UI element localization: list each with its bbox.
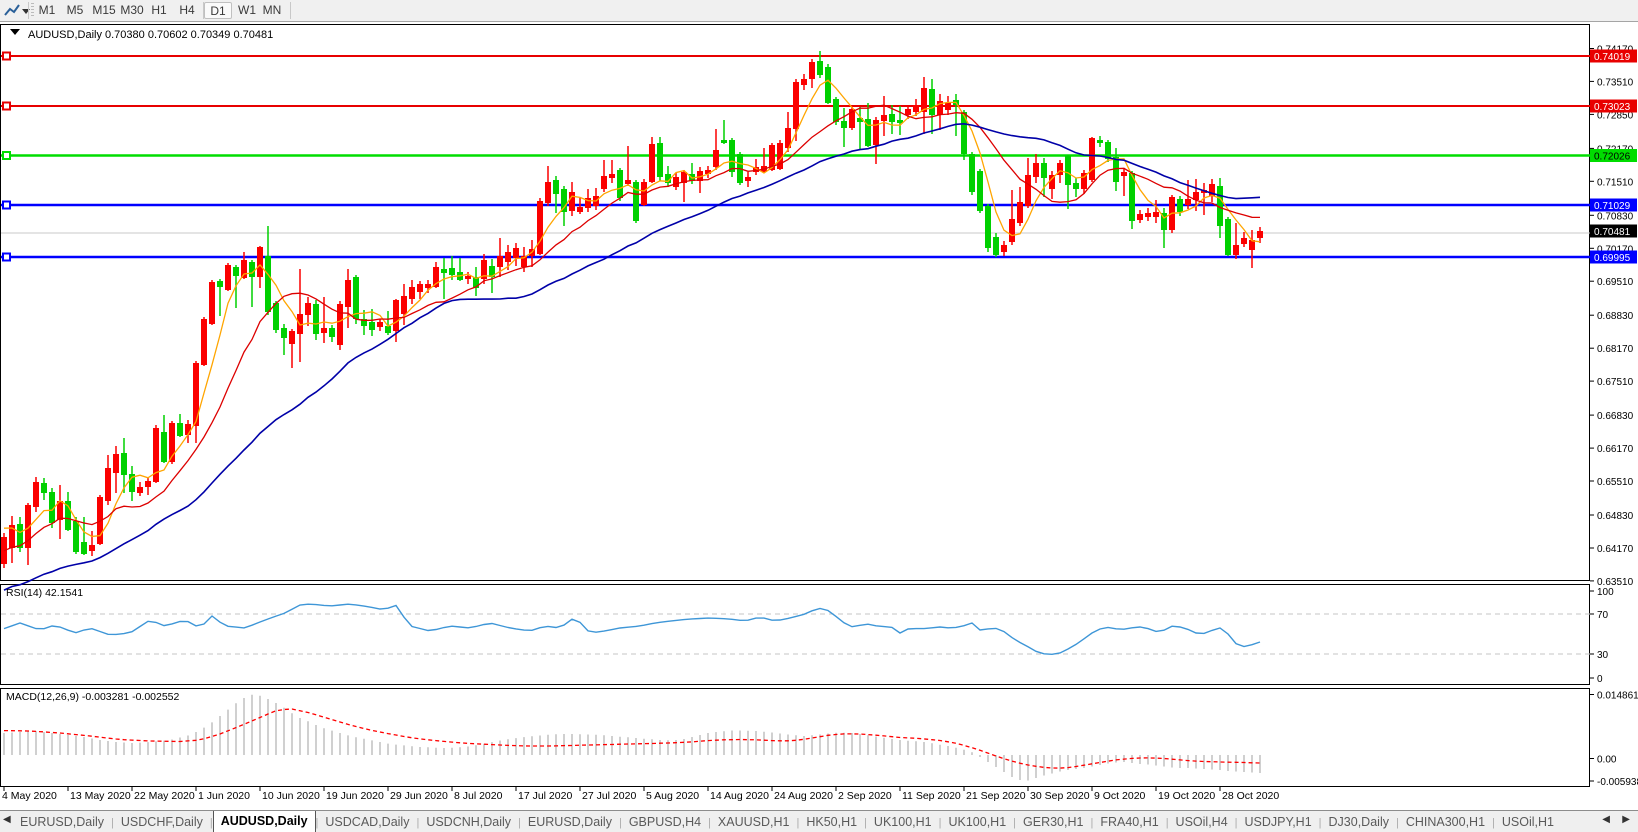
svg-text:4 May 2020: 4 May 2020 (2, 790, 57, 802)
svg-text:RSI(14) 42.1541: RSI(14) 42.1541 (6, 587, 83, 599)
svg-text:MACD(12,26,9) -0.003281 -0.002: MACD(12,26,9) -0.003281 -0.002552 (6, 691, 180, 703)
svg-text:70: 70 (1597, 610, 1609, 621)
svg-text:0.64830: 0.64830 (1597, 511, 1634, 522)
svg-text:0.71029: 0.71029 (1594, 201, 1631, 212)
svg-text:0.014861: 0.014861 (1597, 691, 1638, 702)
svg-text:14 Aug 2020: 14 Aug 2020 (710, 790, 769, 802)
svg-text:0.64170: 0.64170 (1597, 544, 1634, 555)
svg-text:28 Oct 2020: 28 Oct 2020 (1222, 790, 1279, 802)
svg-text:13 May 2020: 13 May 2020 (70, 790, 131, 802)
svg-text:0.63510: 0.63510 (1597, 577, 1634, 588)
svg-text:27 Jul 2020: 27 Jul 2020 (582, 790, 636, 802)
svg-text:0.00: 0.00 (1597, 755, 1617, 766)
svg-text:0.67510: 0.67510 (1597, 377, 1634, 388)
svg-text:17 Jul 2020: 17 Jul 2020 (518, 790, 572, 802)
svg-text:24 Aug 2020: 24 Aug 2020 (774, 790, 833, 802)
svg-text:0.73023: 0.73023 (1594, 102, 1631, 113)
svg-text:8 Jul 2020: 8 Jul 2020 (454, 790, 503, 802)
svg-text:0.70170: 0.70170 (1597, 244, 1634, 255)
svg-text:11 Sep 2020: 11 Sep 2020 (902, 790, 961, 802)
svg-text:0.68830: 0.68830 (1597, 311, 1634, 322)
svg-text:-0.005938: -0.005938 (1597, 777, 1638, 788)
svg-text:30: 30 (1597, 650, 1609, 661)
svg-text:0.66830: 0.66830 (1597, 411, 1634, 422)
svg-text:0.69995: 0.69995 (1594, 253, 1631, 264)
svg-text:0.73510: 0.73510 (1597, 77, 1634, 88)
svg-text:1 Jun 2020: 1 Jun 2020 (198, 790, 250, 802)
svg-text:22 May 2020: 22 May 2020 (134, 790, 195, 802)
svg-text:0.68170: 0.68170 (1597, 344, 1634, 355)
svg-text:0.74019: 0.74019 (1594, 52, 1631, 63)
svg-text:9 Oct 2020: 9 Oct 2020 (1094, 790, 1146, 802)
svg-text:0.72850: 0.72850 (1597, 110, 1634, 121)
svg-text:0.65510: 0.65510 (1597, 477, 1634, 488)
svg-text:0.69510: 0.69510 (1597, 277, 1634, 288)
svg-text:0: 0 (1597, 674, 1603, 685)
svg-text:0.71510: 0.71510 (1597, 177, 1634, 188)
svg-text:30 Sep 2020: 30 Sep 2020 (1030, 790, 1090, 802)
svg-text:19 Oct 2020: 19 Oct 2020 (1158, 790, 1215, 802)
svg-text:2 Sep 2020: 2 Sep 2020 (838, 790, 892, 802)
svg-text:10 Jun 2020: 10 Jun 2020 (262, 790, 320, 802)
svg-text:0.70830: 0.70830 (1597, 211, 1634, 222)
svg-text:0.72026: 0.72026 (1594, 152, 1631, 163)
svg-text:0.70481: 0.70481 (1594, 227, 1631, 238)
svg-text:0.66170: 0.66170 (1597, 444, 1634, 455)
svg-text:19 Jun 2020: 19 Jun 2020 (326, 790, 384, 802)
svg-text:AUDUSD,Daily 0.70380 0.70602: AUDUSD,Daily 0.70380 0.70602 0.70349 0.7… (28, 29, 273, 41)
svg-text:29 Jun 2020: 29 Jun 2020 (390, 790, 448, 802)
svg-text:5 Aug 2020: 5 Aug 2020 (646, 790, 699, 802)
svg-text:100: 100 (1597, 587, 1614, 598)
svg-text:21 Sep 2020: 21 Sep 2020 (966, 790, 1026, 802)
